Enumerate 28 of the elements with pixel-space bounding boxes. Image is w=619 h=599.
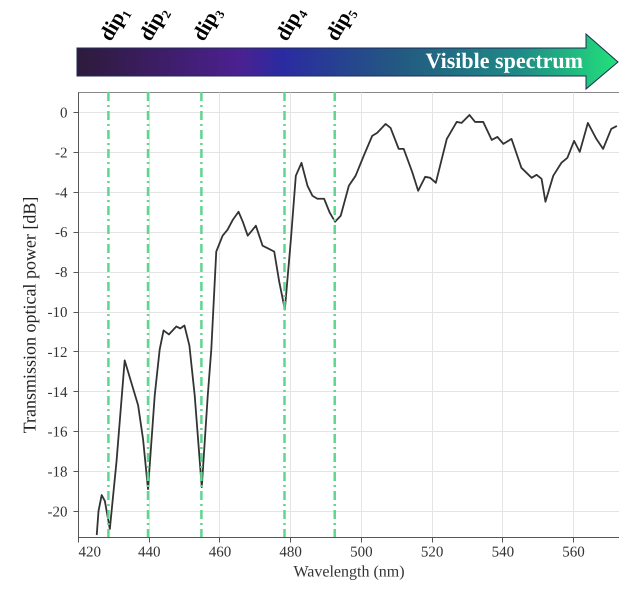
x-tick-label: 480 [279,544,302,560]
y-tick-label: -20 [48,504,68,521]
x-tick-label: 440 [138,544,160,560]
y-tick-label: -10 [48,305,68,322]
x-tick-label: 500 [350,544,373,560]
x-tick-label: 520 [420,544,444,560]
y-tick-label: -14 [48,384,68,401]
y-tick-label: -4 [55,185,68,202]
y-tick-label: -12 [48,344,68,361]
y-tick-label: 0 [60,105,68,122]
x-tick-label: 460 [208,544,232,560]
y-tick-label: -6 [55,225,68,242]
y-axis-title: Transmission optical power [dB] [20,196,40,434]
line-series [96,114,618,536]
y-tick-label: -8 [55,265,68,282]
ref-line-label: dip₄ [270,1,310,45]
y-tick-label: -16 [48,424,68,441]
x-tick-label: 420 [78,544,101,560]
x-tick-label: 560 [562,544,585,560]
y-tick-label: -18 [48,464,68,481]
x-tick-label: 540 [492,544,514,560]
text: Visible spectrum [426,48,583,73]
ref-line-label: dip₅ [320,2,359,45]
y-tick-label: -2 [55,145,68,162]
ref-line-label: dip₂ [134,2,172,45]
ref-line-label: dip₁ [94,2,133,45]
ref-line-label: dip₃ [187,2,226,45]
x-axis-title: Wavelength (nm) [293,564,405,580]
